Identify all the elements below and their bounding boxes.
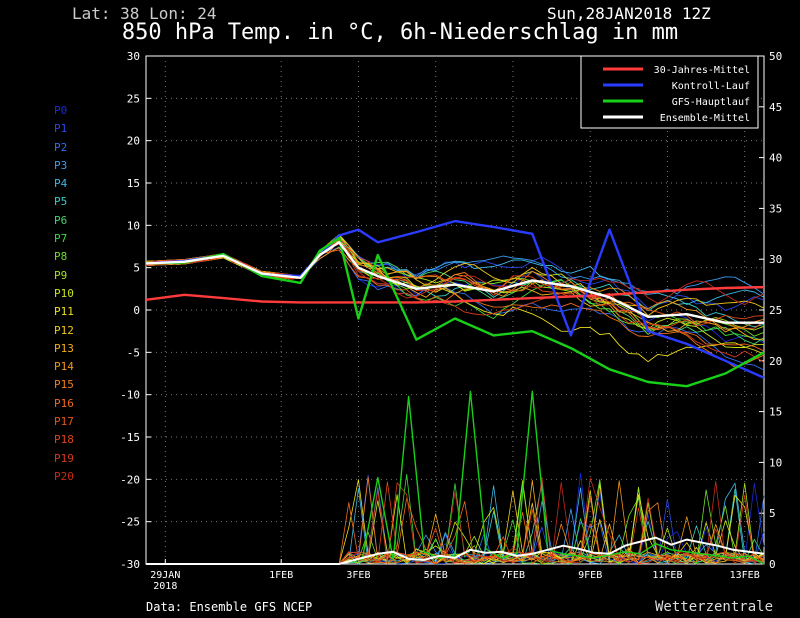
member-label-p19: P19 bbox=[54, 451, 74, 465]
location-label: Lat: 38 Lon: 24 bbox=[72, 4, 217, 23]
y-right-tick-label: 5 bbox=[769, 507, 776, 520]
member-label-p14: P14 bbox=[54, 360, 74, 374]
member-label-p9: P9 bbox=[54, 268, 68, 282]
member-label-p17: P17 bbox=[54, 415, 74, 429]
y-left-tick-label: -30 bbox=[120, 558, 140, 571]
y-left-tick-label: -10 bbox=[120, 389, 140, 402]
member-label-p2: P2 bbox=[54, 140, 68, 154]
y-left-tick-label: 20 bbox=[127, 135, 140, 148]
member-label-p8: P8 bbox=[54, 250, 68, 264]
precip-gfs-hauptlauf bbox=[146, 390, 765, 565]
y-left-tick-label: 15 bbox=[127, 177, 140, 190]
member-label-p10: P10 bbox=[54, 286, 74, 300]
legend-entry: 30-Jahres-Mittel bbox=[654, 65, 750, 76]
y-left-tick-label: 10 bbox=[127, 219, 140, 232]
member-label-p13: P13 bbox=[54, 341, 74, 355]
member-label-p11: P11 bbox=[54, 305, 74, 319]
precip-ensemble-mittel bbox=[146, 536, 765, 565]
member-label-p15: P15 bbox=[54, 378, 74, 392]
y-right-tick-label: 40 bbox=[769, 152, 782, 165]
y-right-tick-label: 15 bbox=[769, 406, 782, 419]
x-tick-label: 11FEB bbox=[652, 570, 682, 581]
series-gfs-hauptlauf bbox=[145, 236, 765, 388]
y-left-tick-label: -15 bbox=[120, 431, 140, 444]
brand-label: Wetterzentrale bbox=[655, 599, 774, 615]
y-left-tick-label: 0 bbox=[133, 304, 140, 317]
y-left-tick-label: -5 bbox=[127, 346, 140, 359]
series-30-jahres-mittel bbox=[145, 285, 765, 304]
x-tick-label: 29JAN bbox=[150, 570, 180, 581]
data-source-label: Data: Ensemble GFS NCEP bbox=[146, 600, 313, 614]
member-label-p6: P6 bbox=[54, 213, 68, 227]
run-date-label: Sun,28JAN2018 12Z bbox=[547, 4, 711, 23]
legend-entry: Ensemble-Mittel bbox=[660, 113, 750, 124]
y-left-tick-label: 30 bbox=[127, 50, 140, 63]
member-label-p3: P3 bbox=[54, 158, 68, 172]
y-left-tick-label: -25 bbox=[120, 516, 140, 529]
y-right-tick-label: 20 bbox=[769, 355, 782, 368]
member-temp-line-p18 bbox=[145, 237, 765, 329]
y-right-tick-label: 0 bbox=[769, 558, 776, 571]
legend-entry: Kontroll-Lauf bbox=[672, 81, 750, 92]
x-tick-label: 9FEB bbox=[578, 570, 602, 581]
member-temp-line-p15 bbox=[145, 239, 765, 368]
x-tick-label: 1FEB bbox=[269, 570, 293, 581]
member-label-p20: P20 bbox=[54, 469, 74, 483]
member-label-p1: P1 bbox=[54, 122, 68, 136]
y-left-tick-label: -20 bbox=[120, 473, 140, 486]
member-label-p18: P18 bbox=[54, 433, 74, 447]
y-right-tick-label: 50 bbox=[769, 50, 782, 63]
x-tick-label: 3FEB bbox=[346, 570, 370, 581]
x-tick-label: 7FEB bbox=[501, 570, 525, 581]
legend-entry: GFS-Hauptlauf bbox=[672, 97, 750, 108]
member-label-p4: P4 bbox=[54, 177, 68, 191]
ensemble-member-list: P0 P1 P2 P3 P4 P5 P6 P7 P8 P9 P10 P11 P12 P13 P14 P15 P1… bbox=[54, 102, 74, 486]
member-label-p16: P16 bbox=[54, 396, 74, 410]
member-label-p7: P7 bbox=[54, 232, 68, 246]
x-tick-sublabel: 2018 bbox=[153, 581, 177, 592]
y-left-tick-label: 25 bbox=[127, 92, 140, 105]
y-right-tick-label: 35 bbox=[769, 202, 782, 215]
series-ensemble-mittel bbox=[145, 241, 764, 324]
y-left-tick-label: 5 bbox=[133, 262, 140, 275]
y-right-tick-label: 30 bbox=[769, 253, 782, 266]
y-right-tick-label: 10 bbox=[769, 456, 782, 469]
member-label-p0: P0 bbox=[54, 104, 68, 117]
member-label-p12: P12 bbox=[54, 323, 74, 337]
member-label-p5: P5 bbox=[54, 195, 68, 209]
x-tick-label: 13FEB bbox=[730, 570, 760, 581]
member-temp-line-p5 bbox=[145, 236, 765, 328]
member-temp-line-p3 bbox=[145, 237, 765, 295]
x-tick-label: 5FEB bbox=[424, 570, 448, 581]
chart-title: 850 hPa Temp. in °C, 6h-Niederschlag in … bbox=[121, 20, 679, 45]
y-right-tick-label: 45 bbox=[769, 101, 782, 114]
y-right-tick-label: 25 bbox=[769, 304, 782, 317]
